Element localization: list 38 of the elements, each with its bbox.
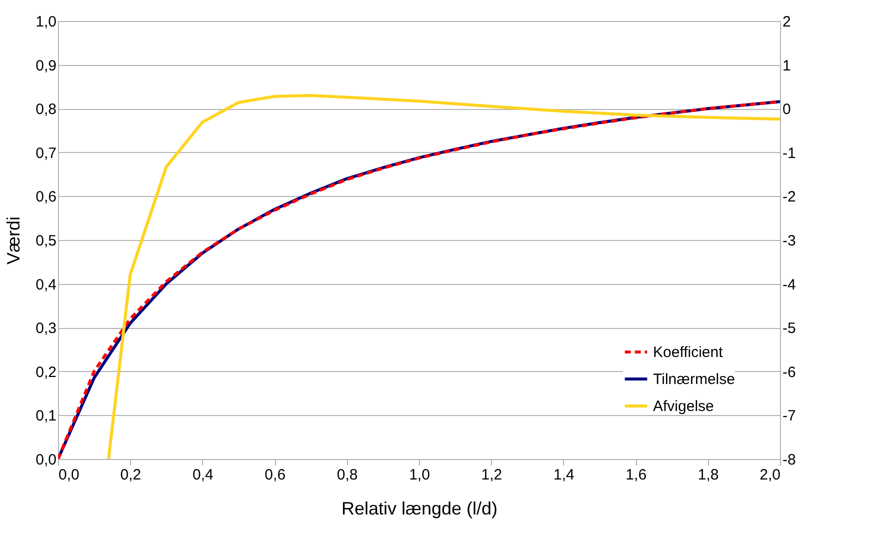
- x-tick-label: 1,0: [409, 466, 430, 484]
- y-tick-label: 0,1: [36, 408, 56, 425]
- y-tick-label: 0,4: [36, 276, 56, 294]
- y2-tick-label: 1: [782, 57, 791, 74]
- y2-tick-label: -3: [782, 232, 796, 250]
- x-tick-label: 0,4: [192, 466, 214, 484]
- x-tick-label: 0,2: [120, 466, 142, 484]
- y-tick-label: 0,6: [36, 188, 56, 206]
- legend-label: Koefficient: [653, 344, 724, 361]
- legend-label: Afvigelse: [653, 398, 714, 415]
- y-tick-label: 0,7: [36, 144, 56, 162]
- y-tick-label: 0,2: [36, 364, 56, 381]
- y-tick-label: 0,8: [36, 101, 56, 118]
- y2-tick-label: -2: [782, 188, 796, 206]
- y2-tick-label: 0: [782, 101, 791, 118]
- legend-label: Tilnærmelse: [653, 371, 735, 388]
- x-tick-label: 1,2: [481, 466, 502, 484]
- x-tick-label: 0,0: [58, 466, 80, 484]
- x-tick-label: 1,4: [553, 466, 574, 484]
- x-tick-label: 1,6: [626, 466, 647, 484]
- y2-tick-label: -5: [782, 320, 796, 338]
- x-tick-label: 0,6: [264, 466, 286, 484]
- x-tick-label: 0,8: [336, 466, 358, 484]
- y-tick-label: 0,5: [36, 232, 56, 250]
- x-tick-label: 2,0: [760, 466, 780, 484]
- y2-tick-label: -8: [782, 452, 796, 468]
- y2-tick-label: -4: [782, 276, 796, 294]
- y-tick-label: 0,9: [36, 57, 56, 74]
- x-axis-title: Relativ længde (l/d): [341, 498, 498, 518]
- y-axis-title: Værdi: [4, 216, 24, 265]
- y2-tick-label: -7: [782, 408, 796, 425]
- y2-tick-label: 2: [782, 14, 791, 30]
- y-tick-label: 0,3: [36, 320, 56, 338]
- y2-tick-label: -1: [782, 144, 796, 162]
- x-tick-label: 1,8: [698, 466, 719, 484]
- y2-tick-label: -6: [782, 364, 796, 381]
- y-tick-label: 1,0: [36, 14, 56, 30]
- y-tick-label: 0,0: [36, 452, 56, 468]
